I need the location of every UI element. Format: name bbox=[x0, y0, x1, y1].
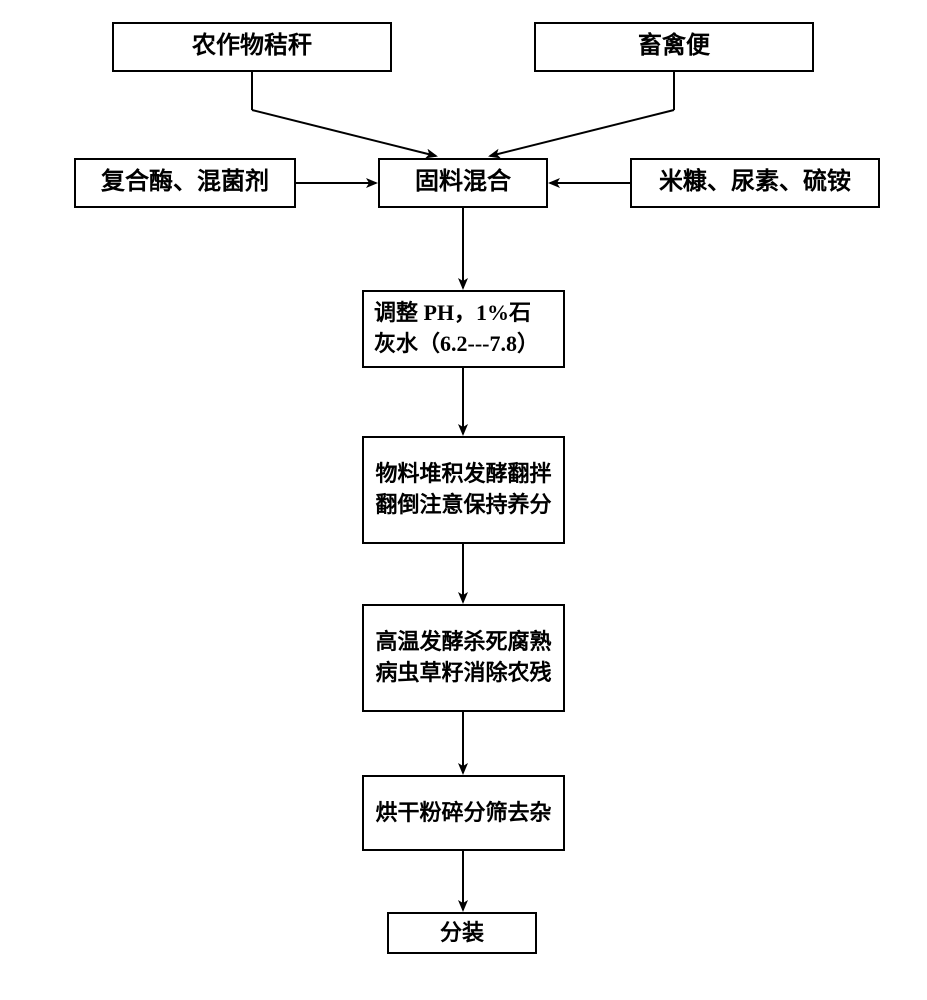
node-label: 调整 PH，1%石灰水（6.2---7.8） bbox=[374, 298, 553, 360]
node-pack: 分装 bbox=[387, 912, 537, 954]
node-label: 固料混合 bbox=[415, 166, 511, 200]
node-label: 烘干粉碎分筛去杂 bbox=[375, 798, 551, 829]
node-dry-crush: 烘干粉碎分筛去杂 bbox=[362, 775, 565, 851]
node-label: 米糠、尿素、硫铵 bbox=[659, 166, 851, 200]
edge-straw-mix-d bbox=[252, 110, 436, 156]
node-ferment-pile: 物料堆积发酵翻拌翻倒注意保持养分 bbox=[362, 436, 565, 544]
node-input-straw: 农作物秸秆 bbox=[112, 22, 392, 72]
edge-manure-mix-d bbox=[490, 110, 674, 156]
node-label: 复合酶、混菌剂 bbox=[101, 166, 269, 200]
node-ph-adjust: 调整 PH，1%石灰水（6.2---7.8） bbox=[362, 290, 565, 368]
node-additive-bran: 米糠、尿素、硫铵 bbox=[630, 158, 880, 208]
node-additive-enzyme: 复合酶、混菌剂 bbox=[74, 158, 296, 208]
node-label: 畜禽便 bbox=[638, 30, 710, 64]
node-label: 物料堆积发酵翻拌翻倒注意保持养分 bbox=[372, 459, 555, 521]
node-label: 农作物秸秆 bbox=[192, 30, 312, 64]
node-input-manure: 畜禽便 bbox=[534, 22, 814, 72]
node-label: 高温发酵杀死腐熟病虫草籽消除农残 bbox=[372, 627, 555, 689]
node-high-temp: 高温发酵杀死腐熟病虫草籽消除农残 bbox=[362, 604, 565, 712]
node-label: 分装 bbox=[440, 918, 484, 949]
node-mix: 固料混合 bbox=[378, 158, 548, 208]
